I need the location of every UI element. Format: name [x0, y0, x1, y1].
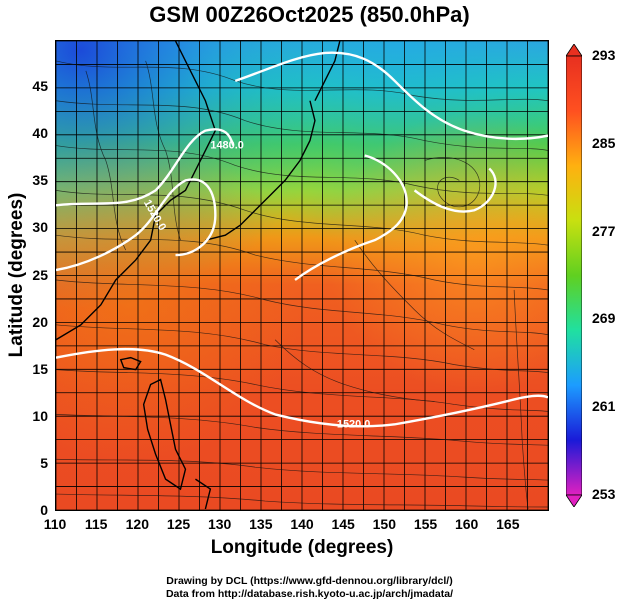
colorbar-tick-label: 285 [592, 134, 616, 151]
x-tick-label: 140 [290, 516, 314, 532]
coastline-japan [205, 100, 316, 241]
x-tick-label: 145 [331, 516, 355, 532]
credit-drawing: Drawing by DCL (https://www.gfd-dennou.o… [166, 575, 453, 587]
colorbar [566, 44, 582, 507]
x-tick-label: 150 [372, 516, 396, 532]
coastlines [56, 41, 341, 510]
colorbar-tick-label: 293 [592, 47, 616, 63]
y-tick-label: 25 [32, 266, 48, 283]
x-tick-label: 155 [413, 516, 438, 532]
y-tick-label: 45 [32, 78, 48, 95]
colorbar-bottom-arrow [566, 494, 582, 507]
coastline-borneo [195, 478, 212, 510]
colorbar-tick-label: 253 [592, 486, 616, 502]
y-tick-label: 0 [40, 502, 48, 518]
map-title: GSM 00Z26Oct2025 (850.0hPa) [149, 2, 470, 27]
map-plot-area: 1480.0 1520.0 1520.0 [55, 40, 549, 511]
contour-1520-south [56, 347, 548, 428]
x-tick-label: 165 [496, 516, 520, 532]
y-tick-label: 5 [40, 454, 48, 471]
contour-low-east [413, 167, 497, 213]
y-tick-label: 40 [32, 125, 48, 142]
colorbar-scale [566, 55, 582, 496]
contour-1520-north [294, 154, 408, 281]
x-tick-label: 160 [454, 516, 479, 532]
y-axis-label: Latitude (degrees) [6, 192, 27, 358]
colorbar-tick-label: 269 [592, 310, 616, 327]
coastline-hokkaido [314, 41, 341, 102]
credit-data: Data from http://database.rish.kyoto-u.a… [165, 588, 454, 600]
streamlines [56, 60, 548, 510]
y-tick-label: 10 [32, 407, 48, 424]
y-tick-label: 30 [32, 219, 48, 236]
x-axis-label: Longitude (degrees) [210, 537, 394, 558]
coastline-taiwan [119, 356, 142, 371]
colorbar-top-arrow [566, 44, 582, 57]
contour-1480 [56, 128, 235, 207]
contour-north [234, 51, 548, 141]
y-tick-label: 20 [32, 313, 48, 330]
map-svg: 1480.0 1520.0 1520.0 [56, 41, 548, 510]
y-tick-label: 35 [32, 172, 48, 189]
x-tick-label: 110 [43, 516, 67, 532]
x-tick-label: 125 [166, 516, 191, 532]
colorbar-tick-label: 277 [592, 222, 616, 239]
x-tick-label: 115 [84, 516, 108, 532]
contour-label-1480: 1480.0 [210, 140, 243, 152]
y-tick-label: 15 [32, 360, 48, 377]
x-tick-label: 135 [249, 516, 273, 532]
height-contours [56, 51, 548, 428]
coastline-asia [56, 41, 217, 341]
x-tick-label: 120 [125, 516, 149, 532]
contour-label-1520-south: 1520.0 [337, 418, 370, 430]
colorbar-tick-label: 261 [592, 398, 616, 415]
x-tick-label: 130 [207, 516, 232, 532]
coastline-philippines [142, 378, 187, 491]
contour-1500 [56, 178, 217, 272]
